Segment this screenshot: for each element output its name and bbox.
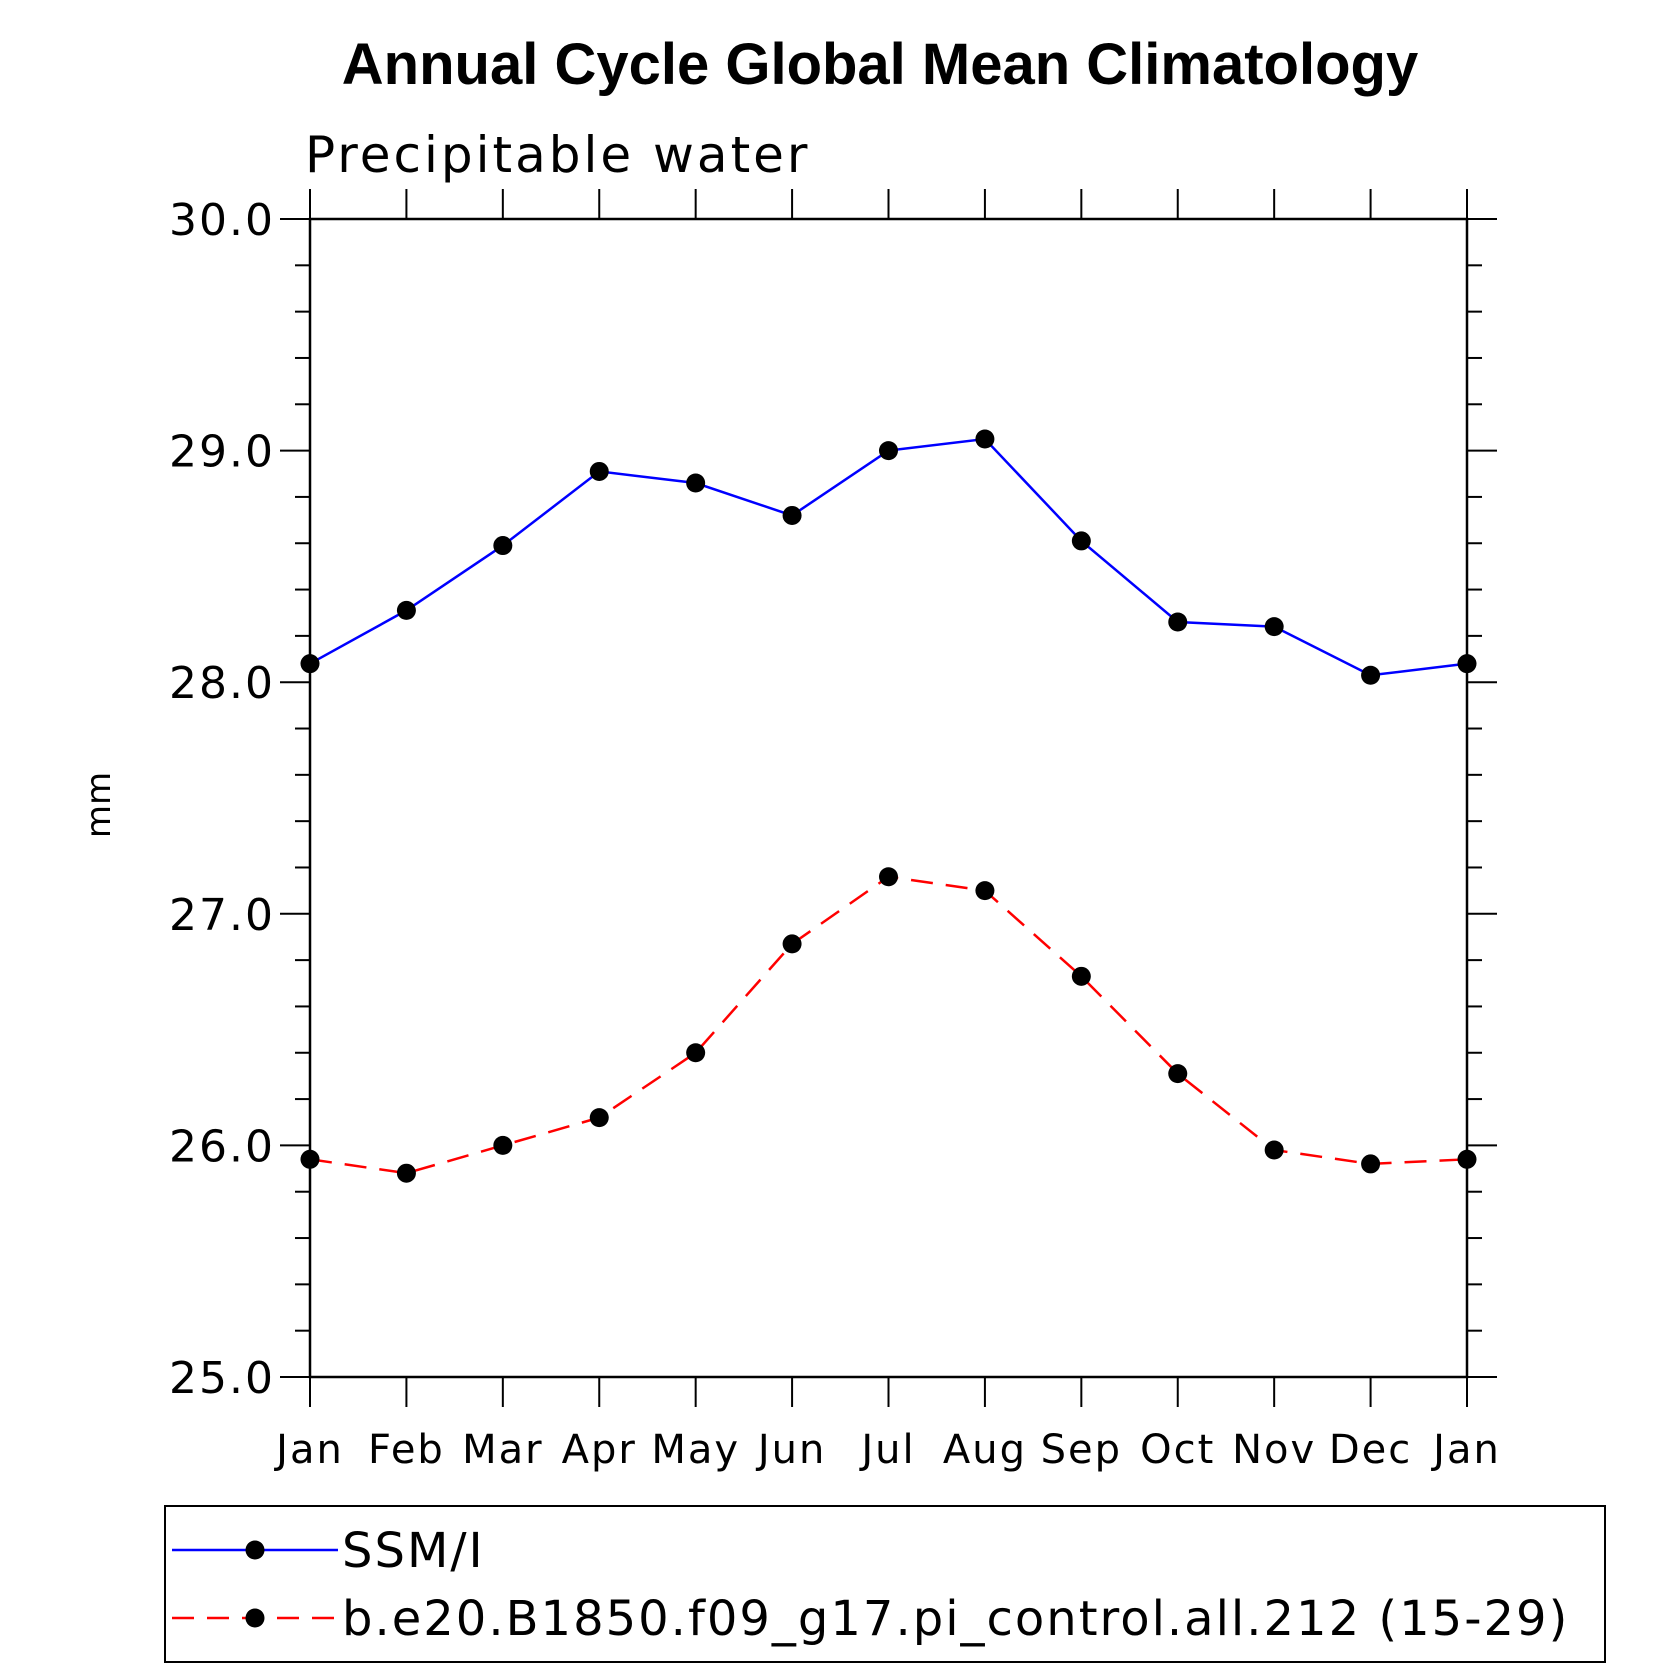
series-2-point — [1264, 1140, 1284, 1160]
y-tick-label: 28.0 — [169, 658, 275, 709]
x-tick-label: Dec — [1329, 1427, 1412, 1473]
series-1-point — [396, 600, 416, 620]
series-1-point — [879, 441, 898, 461]
series-1-point — [686, 473, 706, 493]
series-layer — [300, 429, 1477, 1183]
series-2-point — [396, 1163, 416, 1183]
x-tick-label: Oct — [1140, 1427, 1215, 1473]
legend-box — [164, 1505, 1606, 1663]
chart-subtitle: Precipitable water — [305, 126, 811, 184]
plot-frame — [308, 217, 1469, 1379]
legend-marker-1 — [245, 1540, 265, 1560]
y-tick-label: 29.0 — [169, 427, 275, 478]
series-1-point — [975, 429, 995, 449]
legend-label-2: b.e20.B1850.f09_g17.pi_control.all.212 (… — [342, 1591, 1569, 1647]
y-tick-label: 30.0 — [169, 195, 275, 246]
x-tick-label: Nov — [1232, 1427, 1316, 1473]
legend-label-1: SSM/I — [342, 1523, 485, 1579]
series-1-point — [1457, 654, 1477, 674]
series-2-point — [589, 1108, 609, 1128]
series-1-point — [782, 505, 802, 525]
series-2-point — [686, 1043, 706, 1063]
x-tick-label: Aug — [943, 1427, 1027, 1473]
series-2-point — [1361, 1154, 1381, 1174]
series-2-point — [1071, 966, 1091, 986]
series-line-2 — [309, 875, 1468, 1175]
y-tick-label: 27.0 — [169, 890, 275, 941]
series-2-point — [782, 934, 802, 954]
series-1-point — [1361, 665, 1381, 685]
series-1-point — [1168, 612, 1188, 632]
series-2-point — [879, 867, 898, 887]
x-tick-label: Jun — [755, 1427, 827, 1473]
x-tick-label: Sep — [1041, 1427, 1122, 1473]
x-tick-label: Mar — [462, 1427, 543, 1473]
x-tick-label: Jul — [858, 1427, 915, 1473]
legend-marker-2 — [245, 1608, 265, 1628]
y-tick-label: 25.0 — [169, 1353, 275, 1404]
x-tick-label: Feb — [368, 1427, 445, 1473]
y-tick-label: 26.0 — [169, 1121, 275, 1172]
series-1-point — [300, 654, 320, 674]
x-tick-label: Jan — [273, 1427, 344, 1473]
x-tick-label: May — [651, 1427, 740, 1473]
y-axis: 25.0 26.0 27.0 28.0 29.0 30.0 — [169, 195, 1497, 1404]
plot-border — [308, 217, 1469, 1379]
series-2-point — [493, 1135, 513, 1155]
legend: SSM/I b.e20.B1850.f09_g17.pi_control.all.… — [164, 1505, 1606, 1663]
series-line-1 — [309, 437, 1468, 677]
series-2-point — [1457, 1149, 1477, 1169]
series-2-point — [300, 1149, 320, 1169]
x-tick-label: Jan — [1430, 1427, 1501, 1473]
x-axis: Jan Feb Mar Apr May Jun Jul Aug Sep Oct Nov Dec Jan — [273, 189, 1501, 1473]
series-1-point — [1264, 617, 1284, 637]
series-1-point — [1071, 531, 1091, 551]
series-1-point — [493, 536, 513, 556]
y-axis-label: mm — [79, 772, 119, 838]
series-1-point — [589, 461, 609, 481]
series-2-point — [975, 881, 995, 901]
chart-title: Annual Cycle Global Mean Climatology — [342, 32, 1418, 97]
x-tick-label: Apr — [562, 1427, 637, 1473]
series-2-point — [1168, 1064, 1188, 1084]
